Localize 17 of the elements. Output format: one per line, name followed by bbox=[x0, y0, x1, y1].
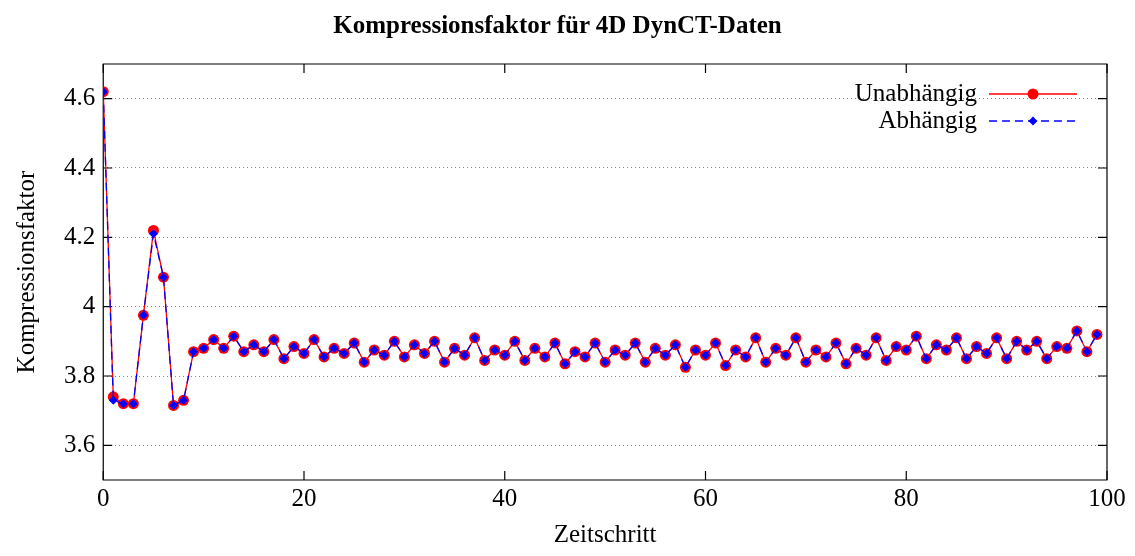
x-tick-label: 100 bbox=[1088, 483, 1126, 511]
x-axis-title: Zeitschritt bbox=[553, 519, 657, 547]
y-tick-label: 3.6 bbox=[64, 429, 96, 457]
chart-title: Kompressionsfaktor für 4D DynCT-Daten bbox=[333, 11, 782, 39]
y-tick-label: 4 bbox=[82, 291, 96, 319]
y-axis-title: Kompressionsfaktor bbox=[11, 169, 39, 374]
y-tick-label: 4.6 bbox=[64, 83, 96, 111]
y-tick-label: 4.2 bbox=[64, 221, 96, 249]
x-tick-label: 0 bbox=[97, 483, 110, 511]
x-tick-label: 60 bbox=[693, 483, 718, 511]
x-tick-label: 20 bbox=[291, 483, 317, 511]
x-tick-label: 80 bbox=[893, 483, 919, 511]
legend-label: Unabhängig bbox=[854, 78, 978, 106]
y-tick-label: 3.8 bbox=[64, 360, 96, 388]
y-tick-label: 4.4 bbox=[64, 152, 96, 180]
legend-label: Abhängig bbox=[878, 105, 978, 133]
x-tick-label: 40 bbox=[492, 483, 518, 511]
